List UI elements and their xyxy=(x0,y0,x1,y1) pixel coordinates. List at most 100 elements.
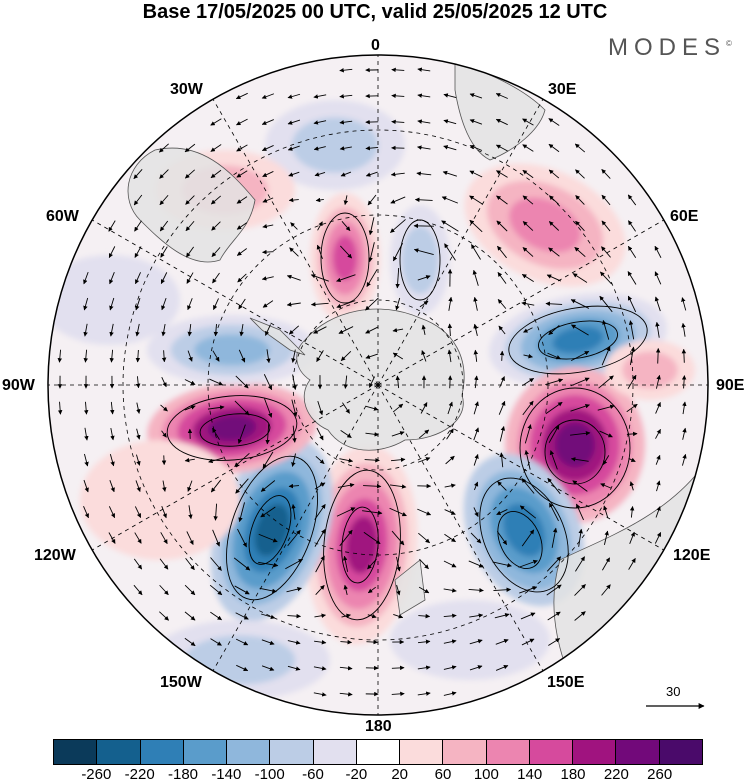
wind-vector-arrow xyxy=(260,480,276,492)
wind-vector-arrow xyxy=(417,275,431,281)
wind-vector-arrow xyxy=(570,350,590,362)
wind-vector-arrow xyxy=(441,196,458,204)
wind-vector-arrow xyxy=(184,405,196,411)
wind-vector-arrow xyxy=(287,529,301,547)
wind-vector-arrow xyxy=(336,300,356,309)
wind-vector-arrow xyxy=(443,119,457,125)
wind-vector-arrow xyxy=(339,691,353,697)
wind-vector-arrow xyxy=(655,347,661,364)
wind-vector-arrow xyxy=(313,692,327,697)
anomaly-blob xyxy=(207,415,257,441)
wind-vector-arrow xyxy=(135,349,141,363)
wind-vector-arrow xyxy=(603,530,609,545)
wind-vector-arrow xyxy=(574,584,586,596)
wind-vector-arrow xyxy=(136,428,141,440)
anomaly-blob xyxy=(332,235,358,281)
anomaly-blob xyxy=(48,255,180,345)
wind-vector-arrow xyxy=(186,272,194,284)
wind-vector-arrow xyxy=(188,505,193,520)
wind-vector-arrow xyxy=(313,666,327,671)
wind-vector-arrow xyxy=(365,432,379,437)
wind-vector-arrow xyxy=(291,349,296,363)
wind-vector-arrow xyxy=(261,613,276,620)
colorbar-swatch xyxy=(227,740,271,764)
wind-vector-arrow xyxy=(83,297,89,311)
wind-vector-arrow xyxy=(261,93,275,99)
colorbar-swatch xyxy=(270,740,314,764)
wind-vector-arrow xyxy=(496,509,508,515)
wind-vector-arrow xyxy=(160,246,168,258)
wind-vector-arrow xyxy=(187,298,193,311)
wind-vector-arrow xyxy=(237,273,247,283)
wind-vector-arrow xyxy=(136,454,141,466)
colorbar-swatch xyxy=(356,740,401,764)
anomaly-blob xyxy=(622,351,678,389)
wind-vector-arrow xyxy=(235,638,249,646)
lon-label-150w: 150W xyxy=(160,674,202,691)
lon-label-120e: 120E xyxy=(673,547,711,564)
wind-vector-arrow xyxy=(310,274,329,282)
wind-vector-arrow xyxy=(522,144,534,152)
wind-vector-arrow xyxy=(213,324,219,337)
wind-vector-arrow xyxy=(261,665,275,671)
wind-vector-arrow xyxy=(548,195,559,205)
wind-vector-arrow xyxy=(336,507,356,517)
wind-vector-arrow xyxy=(236,170,248,178)
wind-vector-arrow xyxy=(417,639,431,645)
wind-vector-arrow xyxy=(499,350,505,361)
wind-vector-arrow xyxy=(444,533,456,543)
wind-vector-arrow xyxy=(83,349,89,363)
wind-vector-arrow xyxy=(626,431,638,437)
wind-vector-arrow xyxy=(336,274,356,283)
wind-vector-arrow xyxy=(288,197,299,203)
wind-vector-arrow xyxy=(655,428,661,439)
wind-vector-arrow xyxy=(108,506,116,519)
wind-vector-arrow xyxy=(161,506,167,519)
anomaly-blob xyxy=(194,334,270,366)
wind-vector-arrow xyxy=(396,556,401,572)
wind-vector-arrow xyxy=(493,587,512,592)
wind-vector-arrow xyxy=(368,217,375,236)
meridian-line xyxy=(377,99,544,386)
wind-vector-arrow xyxy=(161,297,167,311)
wind-vector-arrow xyxy=(603,505,609,519)
meridian-line xyxy=(377,384,664,551)
wind-vector-arrow xyxy=(159,558,169,570)
lon-label-30w: 30W xyxy=(170,81,203,98)
wind-vector-arrow xyxy=(600,483,612,489)
wind-vector-arrow xyxy=(57,401,63,415)
wind-vector-arrow xyxy=(212,529,220,547)
wind-vector-arrow xyxy=(446,428,454,440)
lon-label-90e: 90E xyxy=(716,377,745,394)
wind-vector-arrow xyxy=(570,457,589,462)
wind-vector-arrow xyxy=(262,171,274,177)
wind-vector-arrow xyxy=(287,640,301,645)
wind-vector-arrow xyxy=(135,297,141,311)
wind-vector-arrow xyxy=(316,350,324,363)
wind-vector-arrow xyxy=(655,321,660,338)
wind-vector-arrow xyxy=(259,587,277,594)
wind-vector-arrow xyxy=(389,484,407,489)
wind-vector-arrow xyxy=(109,297,115,311)
contour-line xyxy=(226,455,318,601)
map-border xyxy=(47,54,709,716)
wind-vector-arrow xyxy=(135,323,140,337)
wind-vector-arrow xyxy=(545,401,563,415)
wind-vector-arrow xyxy=(474,375,479,389)
wind-vector-arrow xyxy=(236,144,248,152)
graticule xyxy=(48,55,708,715)
wind-vector-arrow xyxy=(365,405,379,411)
wind-vector-arrow xyxy=(499,376,505,388)
wind-vector-arrow xyxy=(262,249,274,255)
wind-vector-arrow xyxy=(261,639,275,645)
wind-vector-arrow xyxy=(261,276,274,281)
wind-vector-arrow xyxy=(498,400,506,415)
wind-vector-arrow xyxy=(392,403,404,413)
wind-vector-arrow xyxy=(469,665,483,671)
wind-vector-arrow xyxy=(472,269,479,286)
wind-vector-arrow xyxy=(601,220,611,232)
wind-vector-arrow xyxy=(262,224,274,229)
wind-vector-arrow xyxy=(469,119,483,125)
wind-vector-arrow xyxy=(655,402,661,414)
wind-vector-arrow xyxy=(522,195,534,205)
